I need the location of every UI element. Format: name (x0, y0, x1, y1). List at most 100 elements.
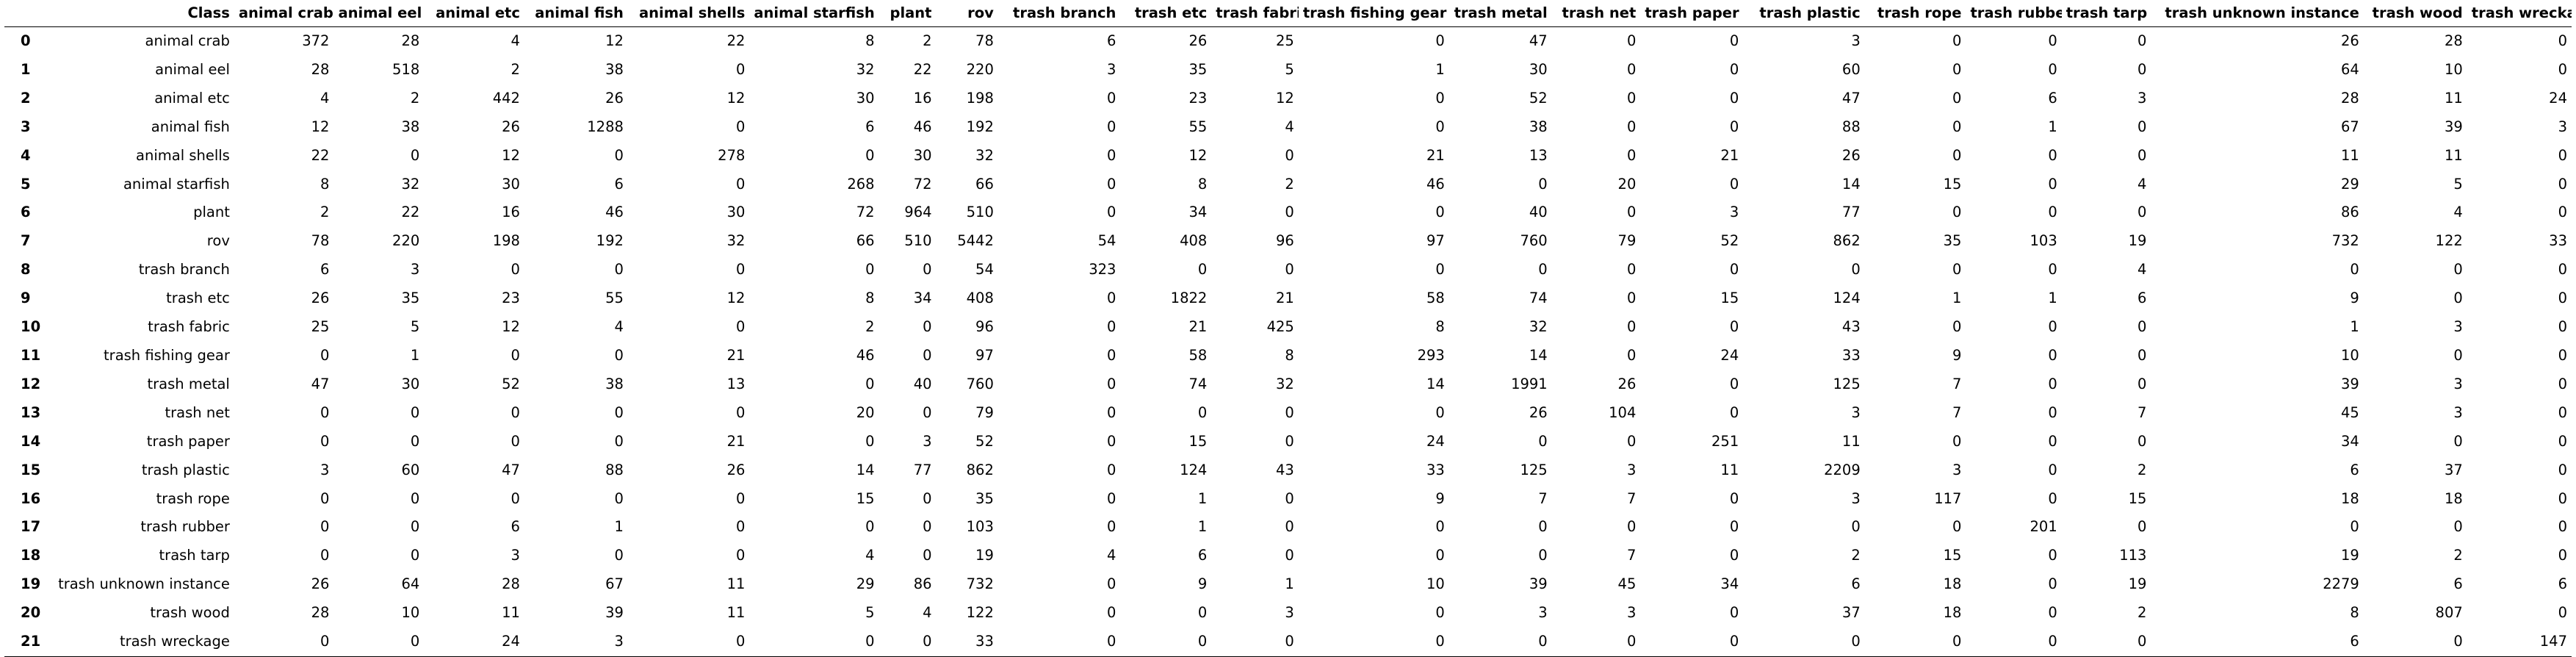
row-index: 14 (21, 432, 41, 450)
count-cell: 0 (1864, 628, 1966, 657)
count-cell: 2 (2137, 604, 2147, 622)
count-cell: 0 (2558, 432, 2567, 450)
count-cell: 13 (1529, 146, 1548, 164)
count-cell: 34 (2341, 432, 2359, 450)
count-cell: 30 (502, 175, 520, 193)
count-cell: 0 (1952, 146, 1962, 164)
count-cell: 0 (320, 547, 330, 564)
count-cell: 0 (1285, 204, 1294, 221)
count-cell: 0 (2137, 375, 2147, 392)
count-cell: 732 (966, 575, 994, 593)
column-header: trash fishing gear (1298, 0, 1449, 27)
count-cell: 0 (2137, 318, 2147, 336)
count-cell: 0 (1107, 118, 1116, 135)
count-cell: 20 (1617, 175, 1637, 193)
count-cell: 3 (1285, 604, 1294, 622)
column-header: plant (878, 0, 937, 27)
count-cell: 35 (401, 290, 420, 307)
count-cell: 3 (1626, 604, 1637, 622)
count-cell: 122 (966, 604, 994, 622)
count-cell: 28 (2341, 89, 2359, 107)
count-cell: 43 (1275, 461, 1294, 478)
count-cell: 11 (1841, 432, 1861, 450)
column-header: trash wreckage (2467, 0, 2572, 27)
count-cell: 0 (1435, 261, 1445, 279)
count-cell: 0 (2048, 146, 2057, 164)
count-cell: 26 (2341, 32, 2359, 49)
count-cell: 220 (392, 232, 420, 250)
row-class-label: rov (206, 232, 230, 250)
count-cell: 0 (1952, 32, 1962, 49)
count-cell: 0 (1197, 261, 1208, 279)
count-cell: 47 (502, 461, 520, 478)
count-cell: 0 (2453, 346, 2463, 364)
count-cell: 5 (1285, 60, 1294, 78)
count-cell: 408 (966, 290, 994, 307)
count-cell: 29 (2341, 175, 2359, 193)
count-cell: 0 (2137, 204, 2147, 221)
count-cell: 10 (1426, 575, 1445, 593)
count-cell: 0 (1626, 89, 1637, 107)
count-cell: 33 (1426, 461, 1445, 478)
count-cell: 78 (975, 32, 994, 49)
count-cell: 1 (1197, 518, 1208, 536)
count-cell: 55 (605, 290, 624, 307)
count-cell: 47 (1841, 89, 1861, 107)
count-cell: 34 (1720, 575, 1739, 593)
count-cell: 6 (2137, 290, 2147, 307)
count-cell: 6 (2453, 575, 2463, 593)
count-cell: 4 (510, 32, 520, 49)
count-cell: 39 (1529, 575, 1548, 593)
count-cell: 198 (966, 89, 994, 107)
column-header: trash rubber (1966, 0, 2062, 27)
count-cell: 0 (1285, 432, 1294, 450)
count-cell: 0 (1952, 60, 1962, 78)
count-cell: 0 (1851, 518, 1861, 536)
row-class-label: trash wood (150, 604, 230, 622)
count-cell: 22 (401, 204, 420, 221)
row-class-label: animal shells (136, 146, 230, 164)
count-cell: 0 (1952, 204, 1962, 221)
header-row: Class animal crab animal eel animal etc ani… (4, 0, 2572, 27)
row-index: 11 (21, 346, 41, 364)
index-header (4, 0, 44, 27)
count-cell: 88 (1841, 118, 1861, 135)
count-cell: 0 (1551, 628, 1641, 657)
count-cell: 0 (320, 346, 330, 364)
count-cell: 77 (913, 461, 932, 478)
count-cell: 113 (2119, 547, 2147, 564)
count-cell: 0 (2558, 489, 2567, 507)
count-cell: 78 (311, 232, 330, 250)
count-cell: 0 (2350, 518, 2359, 536)
count-cell: 52 (502, 375, 520, 392)
count-cell: 60 (1841, 60, 1861, 78)
table-row: 7 rov 78 220 198 192 32 66 510 5442 54 408 96 97 760 79… (4, 227, 2572, 256)
count-cell: 862 (966, 461, 994, 478)
count-cell: 37 (2444, 461, 2463, 478)
count-cell: 0 (865, 146, 875, 164)
count-cell: 0 (1952, 89, 1962, 107)
column-header: trash plastic (1743, 0, 1865, 27)
count-cell: 16 (502, 204, 520, 221)
count-cell: 3 (1851, 489, 1861, 507)
count-cell: 220 (966, 60, 994, 78)
count-cell: 22 (311, 146, 330, 164)
count-cell: 0 (2137, 432, 2147, 450)
count-cell: 23 (502, 290, 520, 307)
count-cell: 0 (2137, 60, 2147, 78)
count-cell: 14 (1841, 175, 1861, 193)
count-cell: 4 (320, 89, 330, 107)
count-cell: 0 (2558, 175, 2567, 193)
count-cell: 2 (2453, 547, 2463, 564)
row-class-label: trash net (165, 403, 230, 421)
count-cell: 33 (2549, 232, 2567, 250)
table-row: 6 plant 2 22 16 46 30 72 964 510 0 34 0 0 40 0 3 77 0 0 0 86 4… (4, 198, 2572, 227)
row-index: 19 (21, 575, 41, 593)
count-cell: 125 (1520, 461, 1548, 478)
count-cell: 3 (1729, 204, 1739, 221)
count-cell: 0 (735, 60, 746, 78)
row-index: 20 (21, 604, 41, 622)
count-cell: 0 (614, 547, 624, 564)
count-cell: 0 (1435, 204, 1445, 221)
count-cell: 0 (2363, 628, 2467, 657)
